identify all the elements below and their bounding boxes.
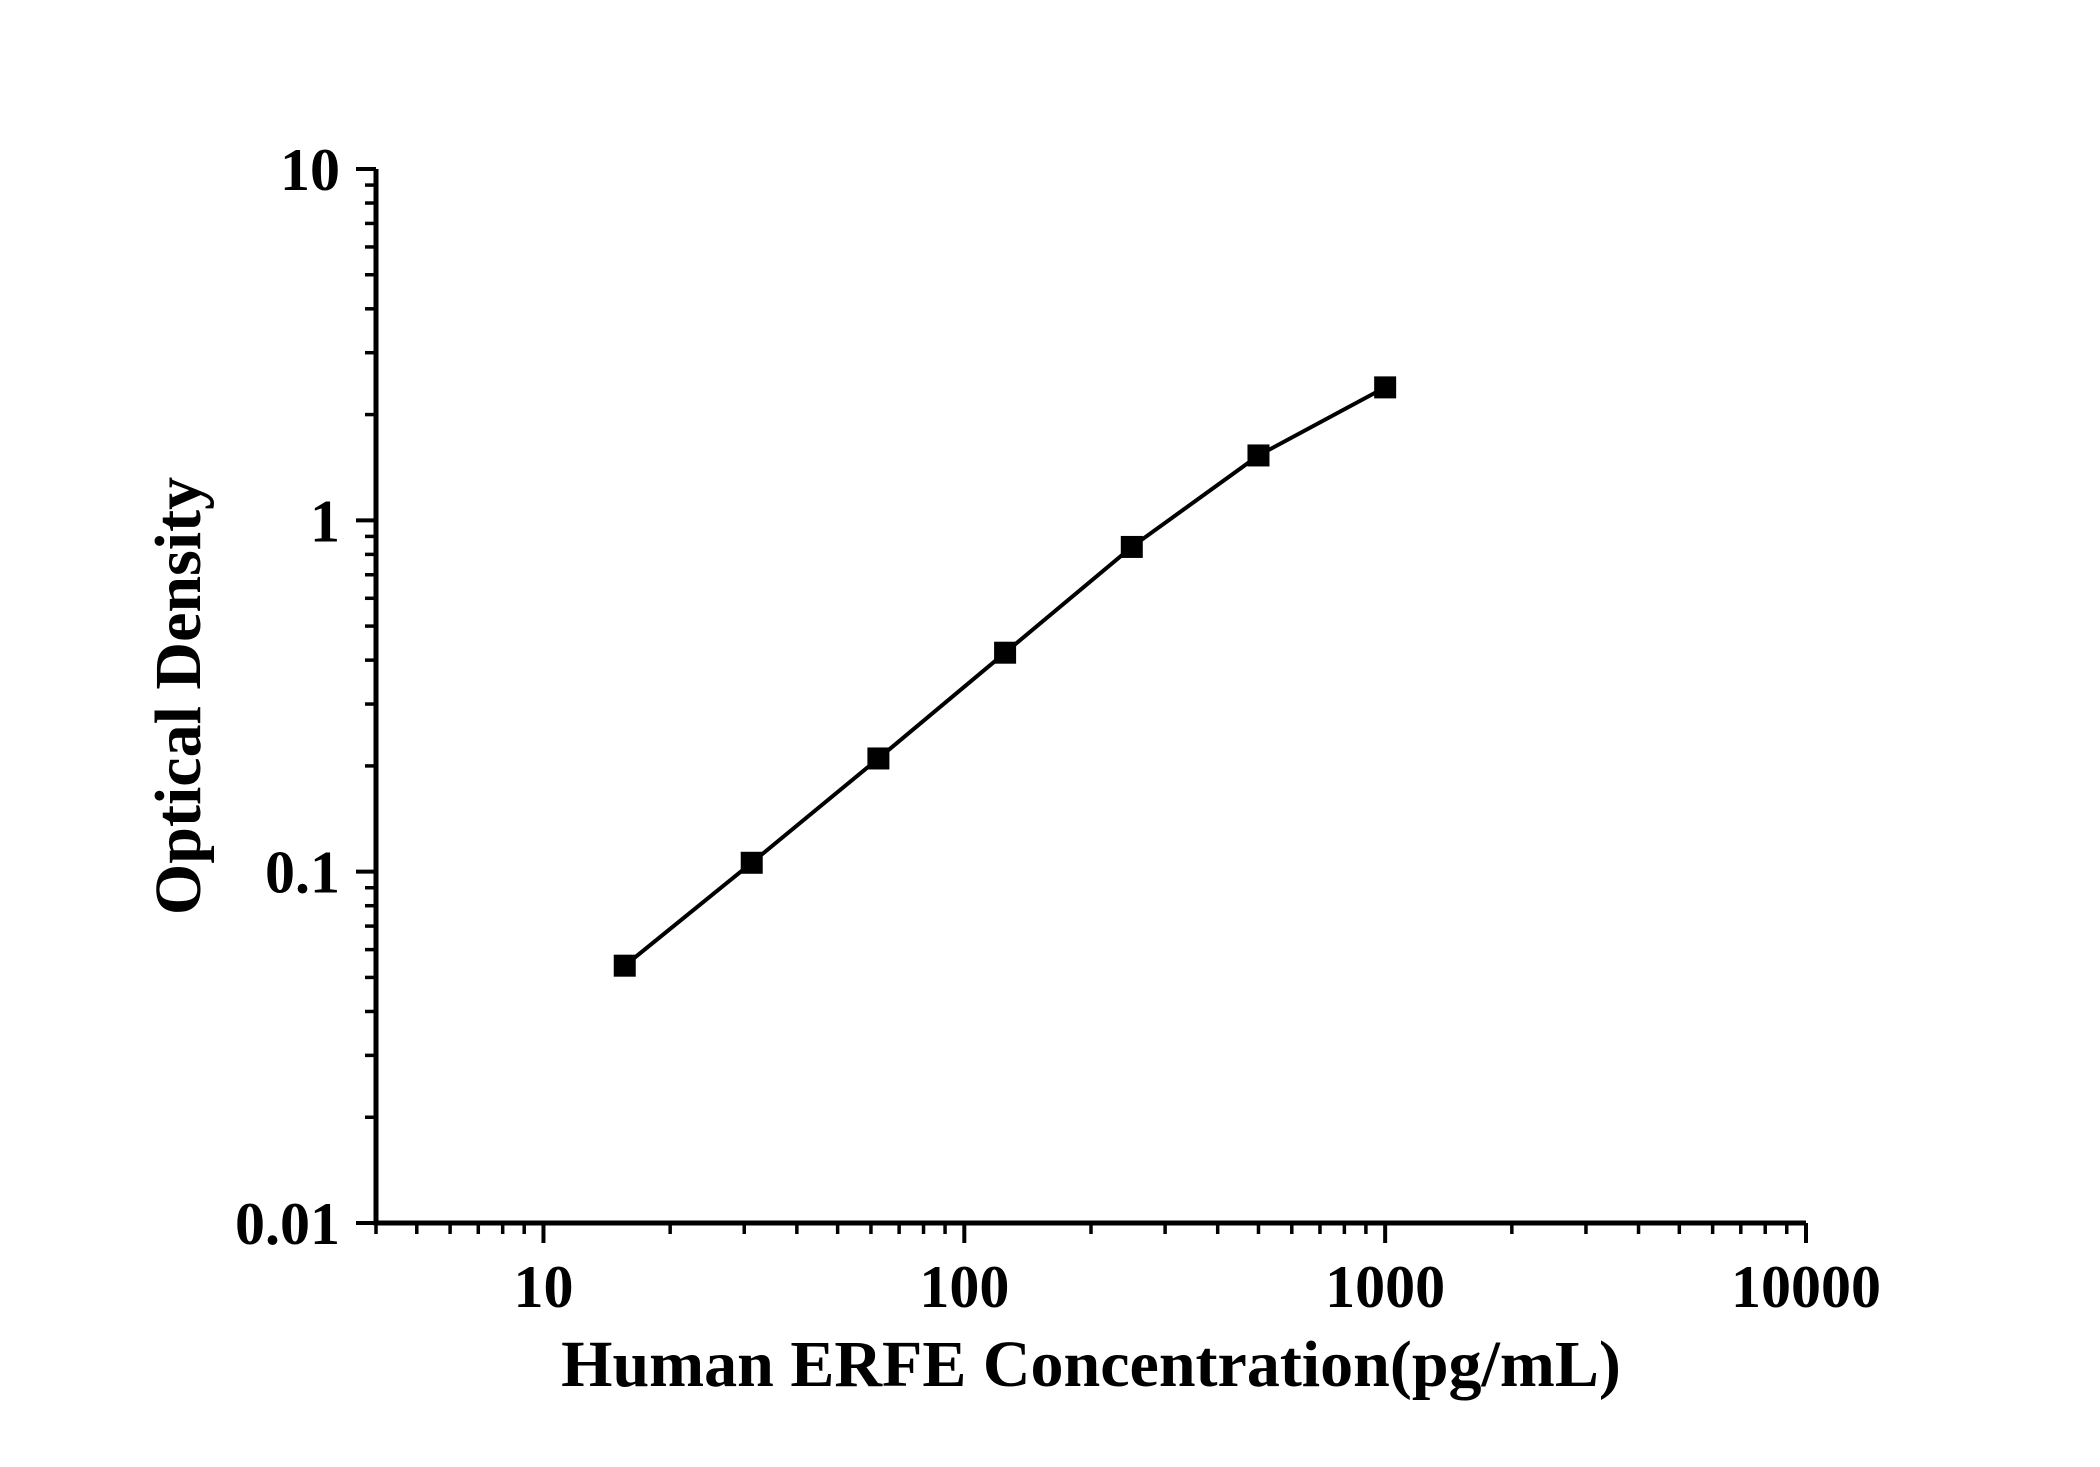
data-point-marker (613, 954, 636, 977)
data-point-marker (1120, 535, 1143, 558)
y-tick-label: 0.1 (265, 840, 340, 906)
y-tick-label: 1 (310, 488, 340, 554)
data-point-marker (740, 851, 763, 874)
y-axis-title: Optical Density (142, 477, 215, 915)
data-point-marker (1247, 444, 1270, 467)
data-point-marker (867, 747, 890, 770)
series-line (623, 385, 1387, 968)
data-point-marker (994, 641, 1017, 664)
data-series (613, 376, 1397, 977)
x-axis-title: Human ERFE Concentration(pg/mL) (561, 1328, 1621, 1401)
axes (373, 169, 1806, 1226)
x-tick-label: 10 (513, 1254, 573, 1320)
y-tick-label: 0.01 (235, 1191, 340, 1257)
axis-ticks (356, 167, 1808, 1243)
axis-tick-labels: 10 100 1000 10000 0.01 0.1 1 10 (235, 137, 1881, 1320)
data-point-marker (1374, 376, 1397, 399)
y-tick-label: 10 (280, 137, 340, 203)
x-tick-label: 1000 (1325, 1254, 1445, 1320)
x-tick-label: 10000 (1731, 1254, 1881, 1320)
x-tick-label: 100 (919, 1254, 1009, 1320)
